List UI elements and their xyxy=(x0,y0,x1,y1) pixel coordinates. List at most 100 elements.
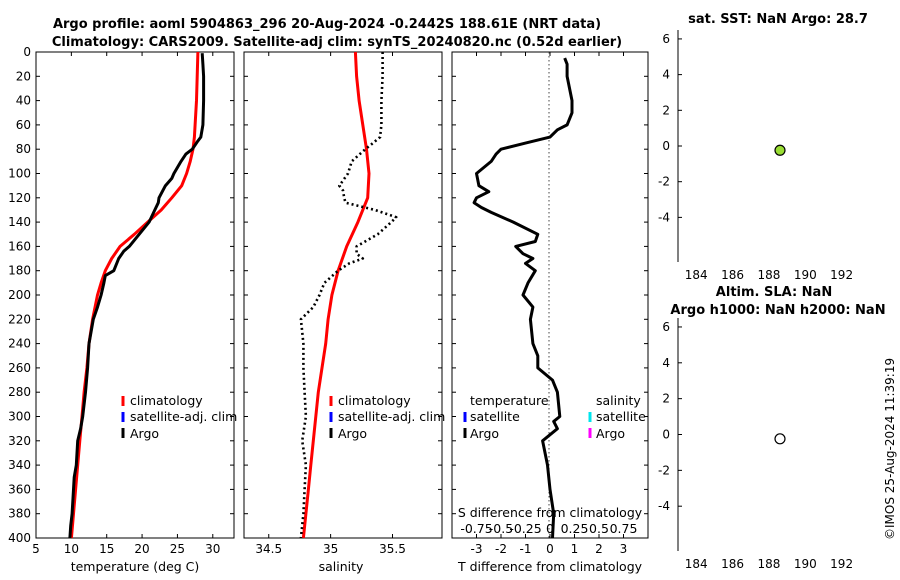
sst-y-tick-label: 0 xyxy=(662,139,670,153)
salinity-difference-tick-label: 0 xyxy=(546,521,554,536)
sla-point xyxy=(774,433,786,445)
sst-y-tick-label: 6 xyxy=(662,32,670,46)
sla-y-tick-label: 4 xyxy=(662,356,670,370)
legend-label-climatology: climatology xyxy=(338,393,411,408)
sst-x-ticks: 184 186 188 190 192 xyxy=(685,268,853,282)
difference-panel: -3 -2 -1 0 1 2 3 T difference from climatology… xyxy=(451,51,649,574)
depth-tick-label: 280 xyxy=(8,385,31,399)
salinity-panel: 34.5 35 35.5 salinity climatology satellit… xyxy=(243,51,445,574)
legend-label-s-argo: Argo xyxy=(596,426,625,441)
sla-x-tick-label: 184 xyxy=(685,557,708,571)
temperature-series xyxy=(68,51,206,539)
difference-tick-label: -1 xyxy=(520,542,532,556)
salinity-tick-label: 35.5 xyxy=(379,542,406,556)
depth-tick-label: 0 xyxy=(23,45,31,59)
difference-legend: temperature satellite Argo salinity sate… xyxy=(463,393,646,441)
temperature-tick-label: 15 xyxy=(99,542,114,556)
depth-tick-label: 380 xyxy=(8,507,31,521)
depth-tick-label: 80 xyxy=(16,142,31,156)
sla-points xyxy=(774,433,786,445)
sla-x-tick-label: 188 xyxy=(757,557,780,571)
temperature-tick-label: 20 xyxy=(134,542,149,556)
sla-y-tick-label: -4 xyxy=(658,499,670,513)
salinity-argo-line xyxy=(299,52,398,539)
legend-label-t-argo: Argo xyxy=(470,426,499,441)
salinity-difference-tick-label: -0.25 xyxy=(509,521,541,536)
sst-x-tick-label: 188 xyxy=(757,268,780,282)
depth-tick-label: 320 xyxy=(8,434,31,448)
title-line2: Climatology: CARS2009. Satellite-adj cli… xyxy=(52,35,622,50)
legend-label-argo: Argo xyxy=(338,426,367,441)
depth-tick-labels: 0 20 40 60 80 100 120 140 160 180 200 220 240 260 280 3… xyxy=(8,45,648,545)
sst-y-ticks: 6 4 2 0 -2 -4 xyxy=(658,32,682,224)
difference-tick-label: -3 xyxy=(471,542,483,556)
depth-tick-label: 240 xyxy=(8,337,31,351)
depth-tick-label: 300 xyxy=(8,410,31,424)
salinity-tick-label: 34.5 xyxy=(255,542,282,556)
temperature-tick-label: 25 xyxy=(170,542,185,556)
sla-y-tick-label: -2 xyxy=(658,463,670,477)
salinity-x-label: salinity xyxy=(319,559,364,574)
sla-y-tick-label: 0 xyxy=(662,428,670,442)
legend-title-temperature: temperature xyxy=(470,393,549,408)
salinity-climatology-line xyxy=(301,51,371,539)
salinity-difference-tick-label: -0.75 xyxy=(460,521,492,536)
depth-tick-label: 340 xyxy=(8,458,31,472)
temperature-x-label: temperature (deg C) xyxy=(71,559,200,574)
sst-y-tick-label: 2 xyxy=(662,103,670,117)
sst-y-tick-label: -4 xyxy=(658,210,670,224)
temperature-tick-label: 10 xyxy=(64,542,79,556)
timestamp-text: ©IMOS 25-Aug-2024 11:39:19 xyxy=(883,358,897,540)
salinity-difference-label: S difference from climatology xyxy=(458,505,643,520)
difference-axes-frame xyxy=(451,51,649,539)
temperature-tick-label: 5 xyxy=(32,542,40,556)
sla-x-tick-label: 190 xyxy=(794,557,817,571)
legend-label-argo: Argo xyxy=(130,426,159,441)
depth-tick-label: 160 xyxy=(8,239,31,253)
difference-x-label: T difference from climatology xyxy=(457,559,643,574)
sst-y-tick-label: 4 xyxy=(662,68,670,82)
salinity-difference-axis: S difference from climatology -0.75-0.5-… xyxy=(458,505,643,536)
depth-tick-label: 180 xyxy=(8,264,31,278)
depth-tick-label: 220 xyxy=(8,312,31,326)
depth-tick-label: 60 xyxy=(16,118,31,132)
legend-label-climatology: climatology xyxy=(130,393,203,408)
salinity-difference-tick-label: 0.75 xyxy=(610,521,638,536)
temperature-legend: climatology satellite-adj. clim Argo xyxy=(121,393,237,441)
sla-y-tick-label: 2 xyxy=(662,392,670,406)
salinity-axes-frame xyxy=(243,51,443,539)
difference-tick-label: 0 xyxy=(546,542,554,556)
depth-tick-label: 20 xyxy=(16,69,31,83)
difference-tick-label: 2 xyxy=(595,542,603,556)
sst-x-tick-label: 190 xyxy=(794,268,817,282)
title-line1: Argo profile: aoml 5904863_296 20-Aug-20… xyxy=(53,17,601,32)
depth-tick-label: 400 xyxy=(8,531,31,545)
difference-tick-label: 3 xyxy=(620,542,628,556)
legend-label-s-satellite: satellite xyxy=(596,409,646,424)
salinity-series xyxy=(299,51,398,539)
depth-tick-label: 120 xyxy=(8,191,31,205)
sla-subtitle: Argo h1000: NaN h2000: NaN xyxy=(670,303,885,318)
temperature-tick-label: 30 xyxy=(205,542,220,556)
legend-title-salinity: salinity xyxy=(596,393,641,408)
depth-tick-label: 260 xyxy=(8,361,31,375)
legend-label-satellite: satellite-adj. clim xyxy=(338,409,445,424)
temperature-argo-line xyxy=(68,53,206,539)
sla-x-tick-label: 186 xyxy=(721,557,744,571)
difference-series xyxy=(472,57,574,539)
sst-x-tick-label: 186 xyxy=(721,268,744,282)
sst-point xyxy=(774,144,786,156)
sla-y-tick-label: 6 xyxy=(662,320,670,334)
salinity-difference-tick-label: 0.5 xyxy=(589,521,609,536)
legend-label-satellite: satellite-adj. clim xyxy=(130,409,237,424)
sla-x-tick-label: 192 xyxy=(830,557,853,571)
salinity-legend: climatology satellite-adj. clim Argo xyxy=(329,393,445,441)
salinity-x-ticks: 34.5 35 35.5 xyxy=(255,52,406,556)
sst-y-tick-label: -2 xyxy=(658,175,670,189)
salinity-difference-tick-label: 0.25 xyxy=(561,521,589,536)
sst-panel: sat. SST: NaN Argo: 28.7 6 4 2 0 -2 -4 184 186… xyxy=(658,12,868,282)
sla-panel: Altim. SLA: NaN Argo h1000: NaN h2000: N… xyxy=(658,285,886,571)
legend-label-t-satellite: satellite xyxy=(470,409,520,424)
sst-x-tick-label: 192 xyxy=(830,268,853,282)
